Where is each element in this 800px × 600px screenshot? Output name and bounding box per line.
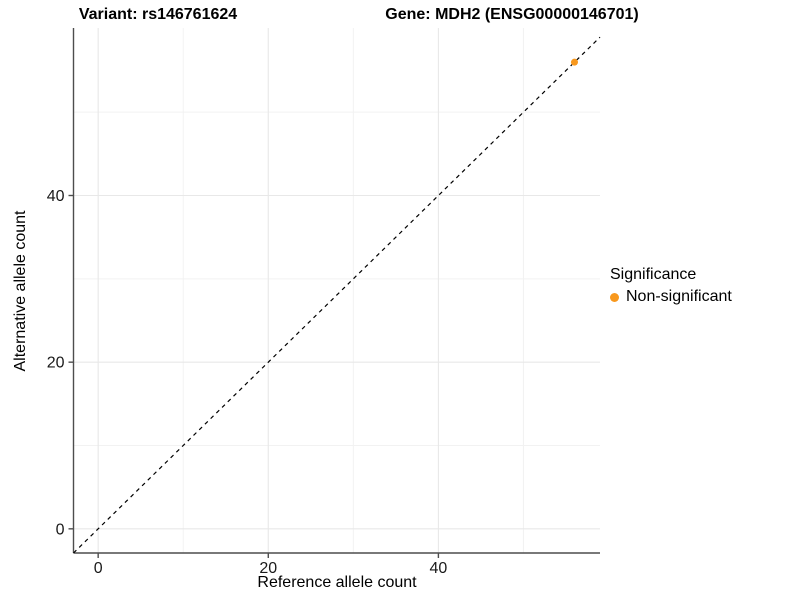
x-tick-label: 20 [259,560,277,577]
x-tick-label: 0 [94,560,103,577]
chart-title-variant: Variant: rs146761624 [78,6,238,23]
legend: Significance Non-significant [610,266,732,306]
identity-reference-line [73,36,601,554]
chart-title-gene: Gene: MDH2 (ENSG00000146701) [385,6,639,23]
x-tick-label: 40 [429,560,447,577]
y-tick-label: 0 [56,521,65,538]
data-point [570,58,578,66]
legend-entry-label: Non-significant [626,288,732,305]
y-tick-label: 20 [47,355,65,372]
legend-title: Significance [610,266,697,283]
y-tick-label: 40 [47,188,65,205]
legend-key-dot-icon [610,292,619,302]
x-axis-title: Reference allele count [257,574,417,591]
y-axis-title: Alternative allele count [12,210,29,372]
legend-entry: Non-significant [610,288,732,306]
